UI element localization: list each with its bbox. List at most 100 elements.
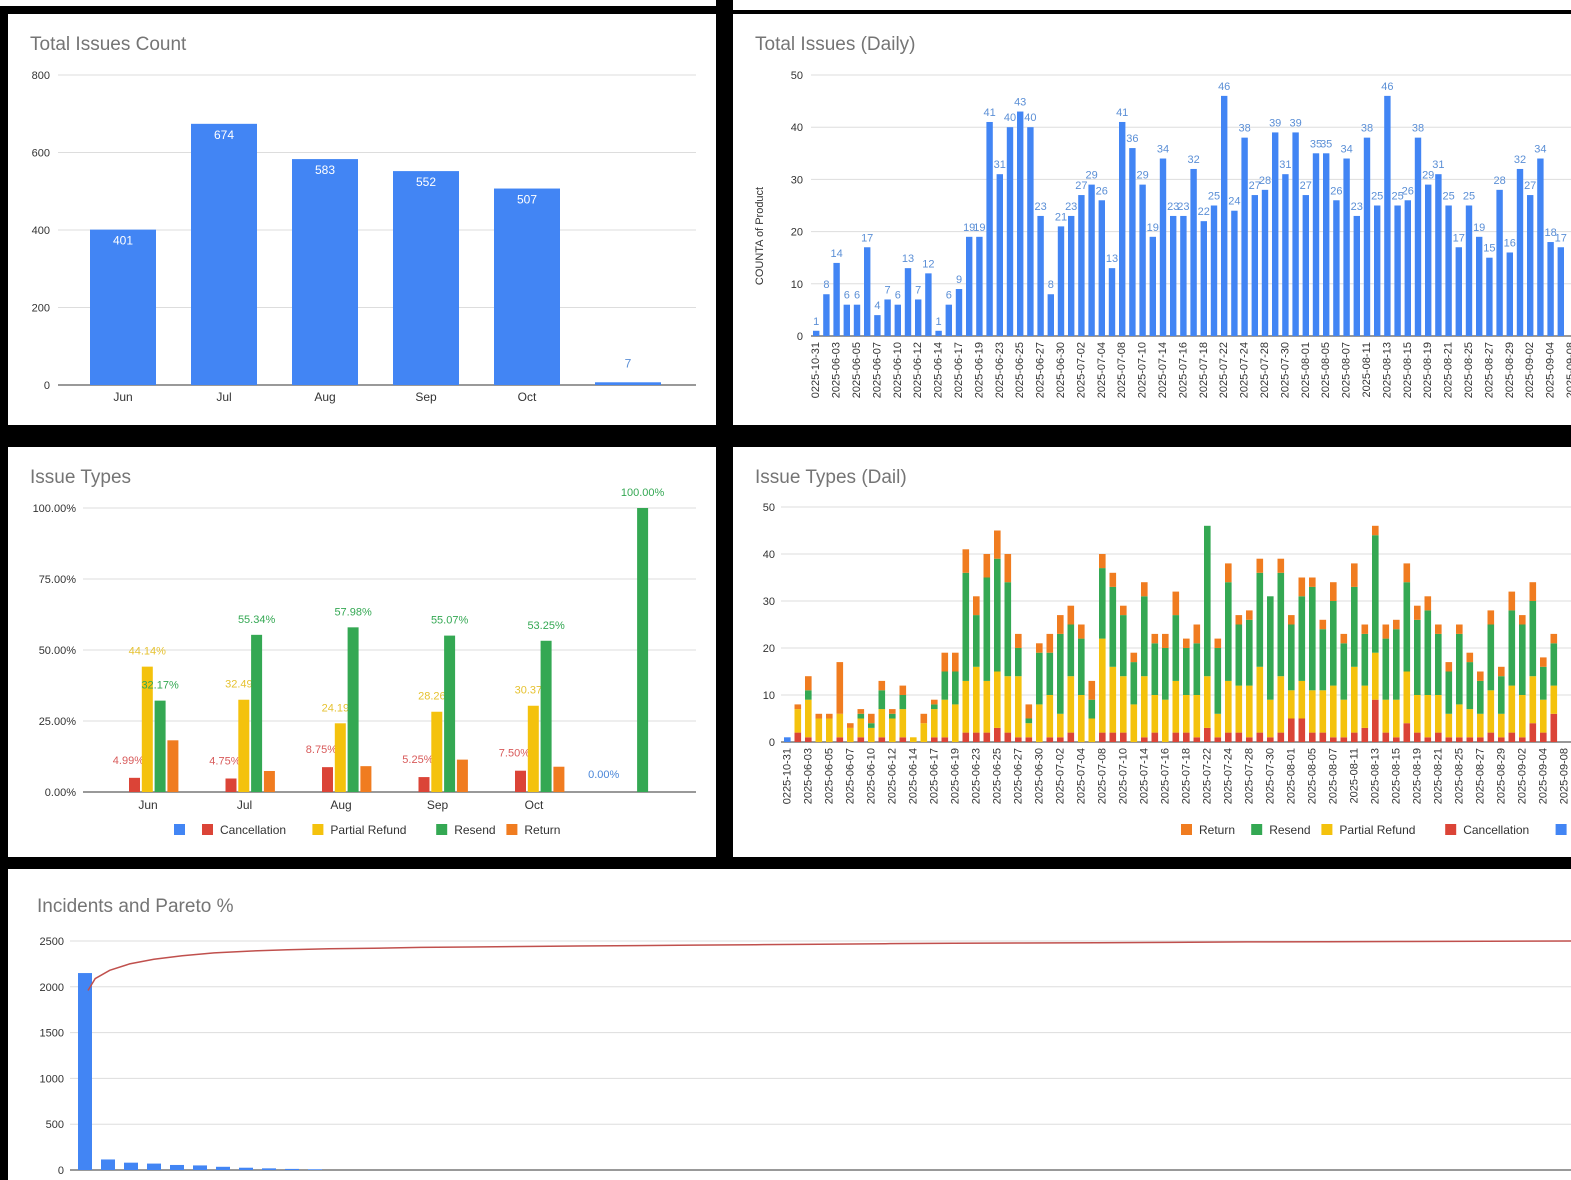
data-label: 31 bbox=[1279, 159, 1291, 171]
bar-segment bbox=[1120, 615, 1127, 677]
bar bbox=[444, 635, 456, 792]
x-tick-label: Sep bbox=[415, 390, 437, 404]
bar bbox=[925, 273, 932, 336]
bar-segment bbox=[1172, 615, 1180, 681]
data-label: 29 bbox=[1136, 170, 1148, 182]
legend-swatch bbox=[312, 824, 324, 835]
bar-segment bbox=[1046, 737, 1054, 742]
bar-segment bbox=[1403, 582, 1411, 672]
bar bbox=[1149, 236, 1156, 336]
bar bbox=[262, 1168, 276, 1170]
bar bbox=[884, 299, 891, 336]
bar bbox=[1323, 153, 1330, 336]
x-tick-label: 2025-09-08 bbox=[1565, 342, 1571, 398]
bar-segment bbox=[805, 699, 812, 738]
bar-segment bbox=[857, 709, 865, 714]
x-tick-label: 2025-07-24 bbox=[1222, 748, 1234, 804]
bar-segment bbox=[1351, 666, 1358, 733]
data-label: 24 bbox=[1228, 196, 1240, 208]
data-label: 36 bbox=[1126, 133, 1138, 145]
bar-segment bbox=[1036, 643, 1043, 653]
x-tick-label: 2025-06-23 bbox=[994, 342, 1006, 398]
x-tick-label: 2025-06-07 bbox=[871, 342, 883, 398]
x-tick-label: 2025-09-02 bbox=[1524, 342, 1536, 398]
bar-segment bbox=[1099, 554, 1106, 569]
bar bbox=[1343, 158, 1350, 336]
bar-segment bbox=[1456, 737, 1463, 742]
data-label: 32 bbox=[1514, 154, 1526, 166]
bar bbox=[904, 268, 912, 336]
x-tick-label: Aug bbox=[330, 798, 351, 812]
data-label: 7.50% bbox=[499, 748, 530, 760]
bar-segment bbox=[1046, 695, 1054, 738]
bar-segment bbox=[1529, 723, 1537, 742]
bar bbox=[595, 382, 661, 385]
y-tick-label: 30 bbox=[791, 174, 803, 186]
data-label: 38 bbox=[1361, 123, 1373, 135]
bar-segment bbox=[1235, 732, 1243, 742]
bar bbox=[1078, 195, 1085, 336]
data-label: 25 bbox=[1371, 191, 1383, 203]
bar-segment bbox=[1151, 633, 1159, 644]
data-label: 31 bbox=[994, 159, 1006, 171]
data-label: 27 bbox=[1524, 180, 1536, 192]
x-tick-label: 2025-07-10 bbox=[1137, 342, 1149, 398]
y-tick-label: 20 bbox=[791, 227, 803, 239]
x-tick-label: 2025-07-22 bbox=[1218, 342, 1230, 398]
bar-segment bbox=[1361, 624, 1369, 634]
data-label: 38 bbox=[1412, 123, 1424, 135]
bar-segment bbox=[1372, 652, 1379, 700]
data-label: 19 bbox=[1147, 222, 1159, 234]
bar-segment bbox=[983, 577, 991, 681]
bar-segment bbox=[1445, 713, 1453, 738]
x-tick-label: 2025-06-25 bbox=[991, 748, 1003, 804]
bar bbox=[1108, 268, 1116, 336]
data-label: 23 bbox=[1351, 201, 1363, 213]
y-axis-label: COUNTA of Product bbox=[754, 187, 766, 285]
data-label: 4.75% bbox=[209, 756, 240, 768]
bar-segment bbox=[1162, 648, 1169, 700]
bar bbox=[1200, 221, 1207, 336]
bar bbox=[996, 174, 1003, 336]
bar bbox=[1098, 200, 1105, 336]
bar bbox=[78, 973, 92, 1170]
bar-segment bbox=[1277, 572, 1285, 677]
bar-segment bbox=[1403, 671, 1411, 724]
data-label: 35 bbox=[1320, 138, 1332, 150]
bar-segment bbox=[1204, 525, 1211, 677]
legend-label: Partial Refund bbox=[330, 823, 406, 837]
bar-segment bbox=[1277, 732, 1285, 742]
bar-segment bbox=[1109, 586, 1117, 667]
bar-segment bbox=[1361, 633, 1369, 686]
data-label: 16 bbox=[1504, 237, 1516, 249]
x-tick-label: 2025-08-07 bbox=[1327, 748, 1339, 804]
bar-segment bbox=[1141, 737, 1148, 742]
bar-segment bbox=[1351, 563, 1358, 587]
bar bbox=[360, 766, 372, 792]
bar-segment bbox=[994, 671, 1001, 728]
bar bbox=[1394, 205, 1401, 336]
bar-segment bbox=[1298, 577, 1306, 597]
bar-segment bbox=[868, 727, 875, 742]
bar-segment bbox=[1508, 591, 1516, 611]
legend-swatch bbox=[202, 824, 213, 835]
bar-segment bbox=[1414, 605, 1421, 620]
data-label: 25 bbox=[1463, 191, 1475, 203]
data-label: 19 bbox=[963, 222, 975, 234]
bar-segment bbox=[889, 713, 896, 719]
bar-segment bbox=[1246, 610, 1253, 620]
x-tick-label: 2025-06-30 bbox=[1033, 748, 1045, 804]
bar bbox=[1261, 189, 1269, 336]
bar-segment bbox=[1330, 737, 1337, 742]
data-label: 57.98% bbox=[334, 606, 372, 618]
x-tick-label: 2025-08-29 bbox=[1495, 748, 1507, 804]
x-tick-label: 2025-07-28 bbox=[1259, 342, 1271, 398]
x-tick-label: 2025-08-05 bbox=[1320, 342, 1332, 398]
y-tick-label: 400 bbox=[32, 225, 50, 237]
bar-segment bbox=[1235, 615, 1243, 625]
panel-total-issues: Total Issues Count 0 200 400 600 800 401 Jun 67… bbox=[8, 14, 716, 425]
bar-segment bbox=[1477, 713, 1484, 738]
bar bbox=[1272, 132, 1279, 336]
x-tick-label: Sep bbox=[427, 798, 449, 812]
bar-segment bbox=[1550, 633, 1558, 644]
